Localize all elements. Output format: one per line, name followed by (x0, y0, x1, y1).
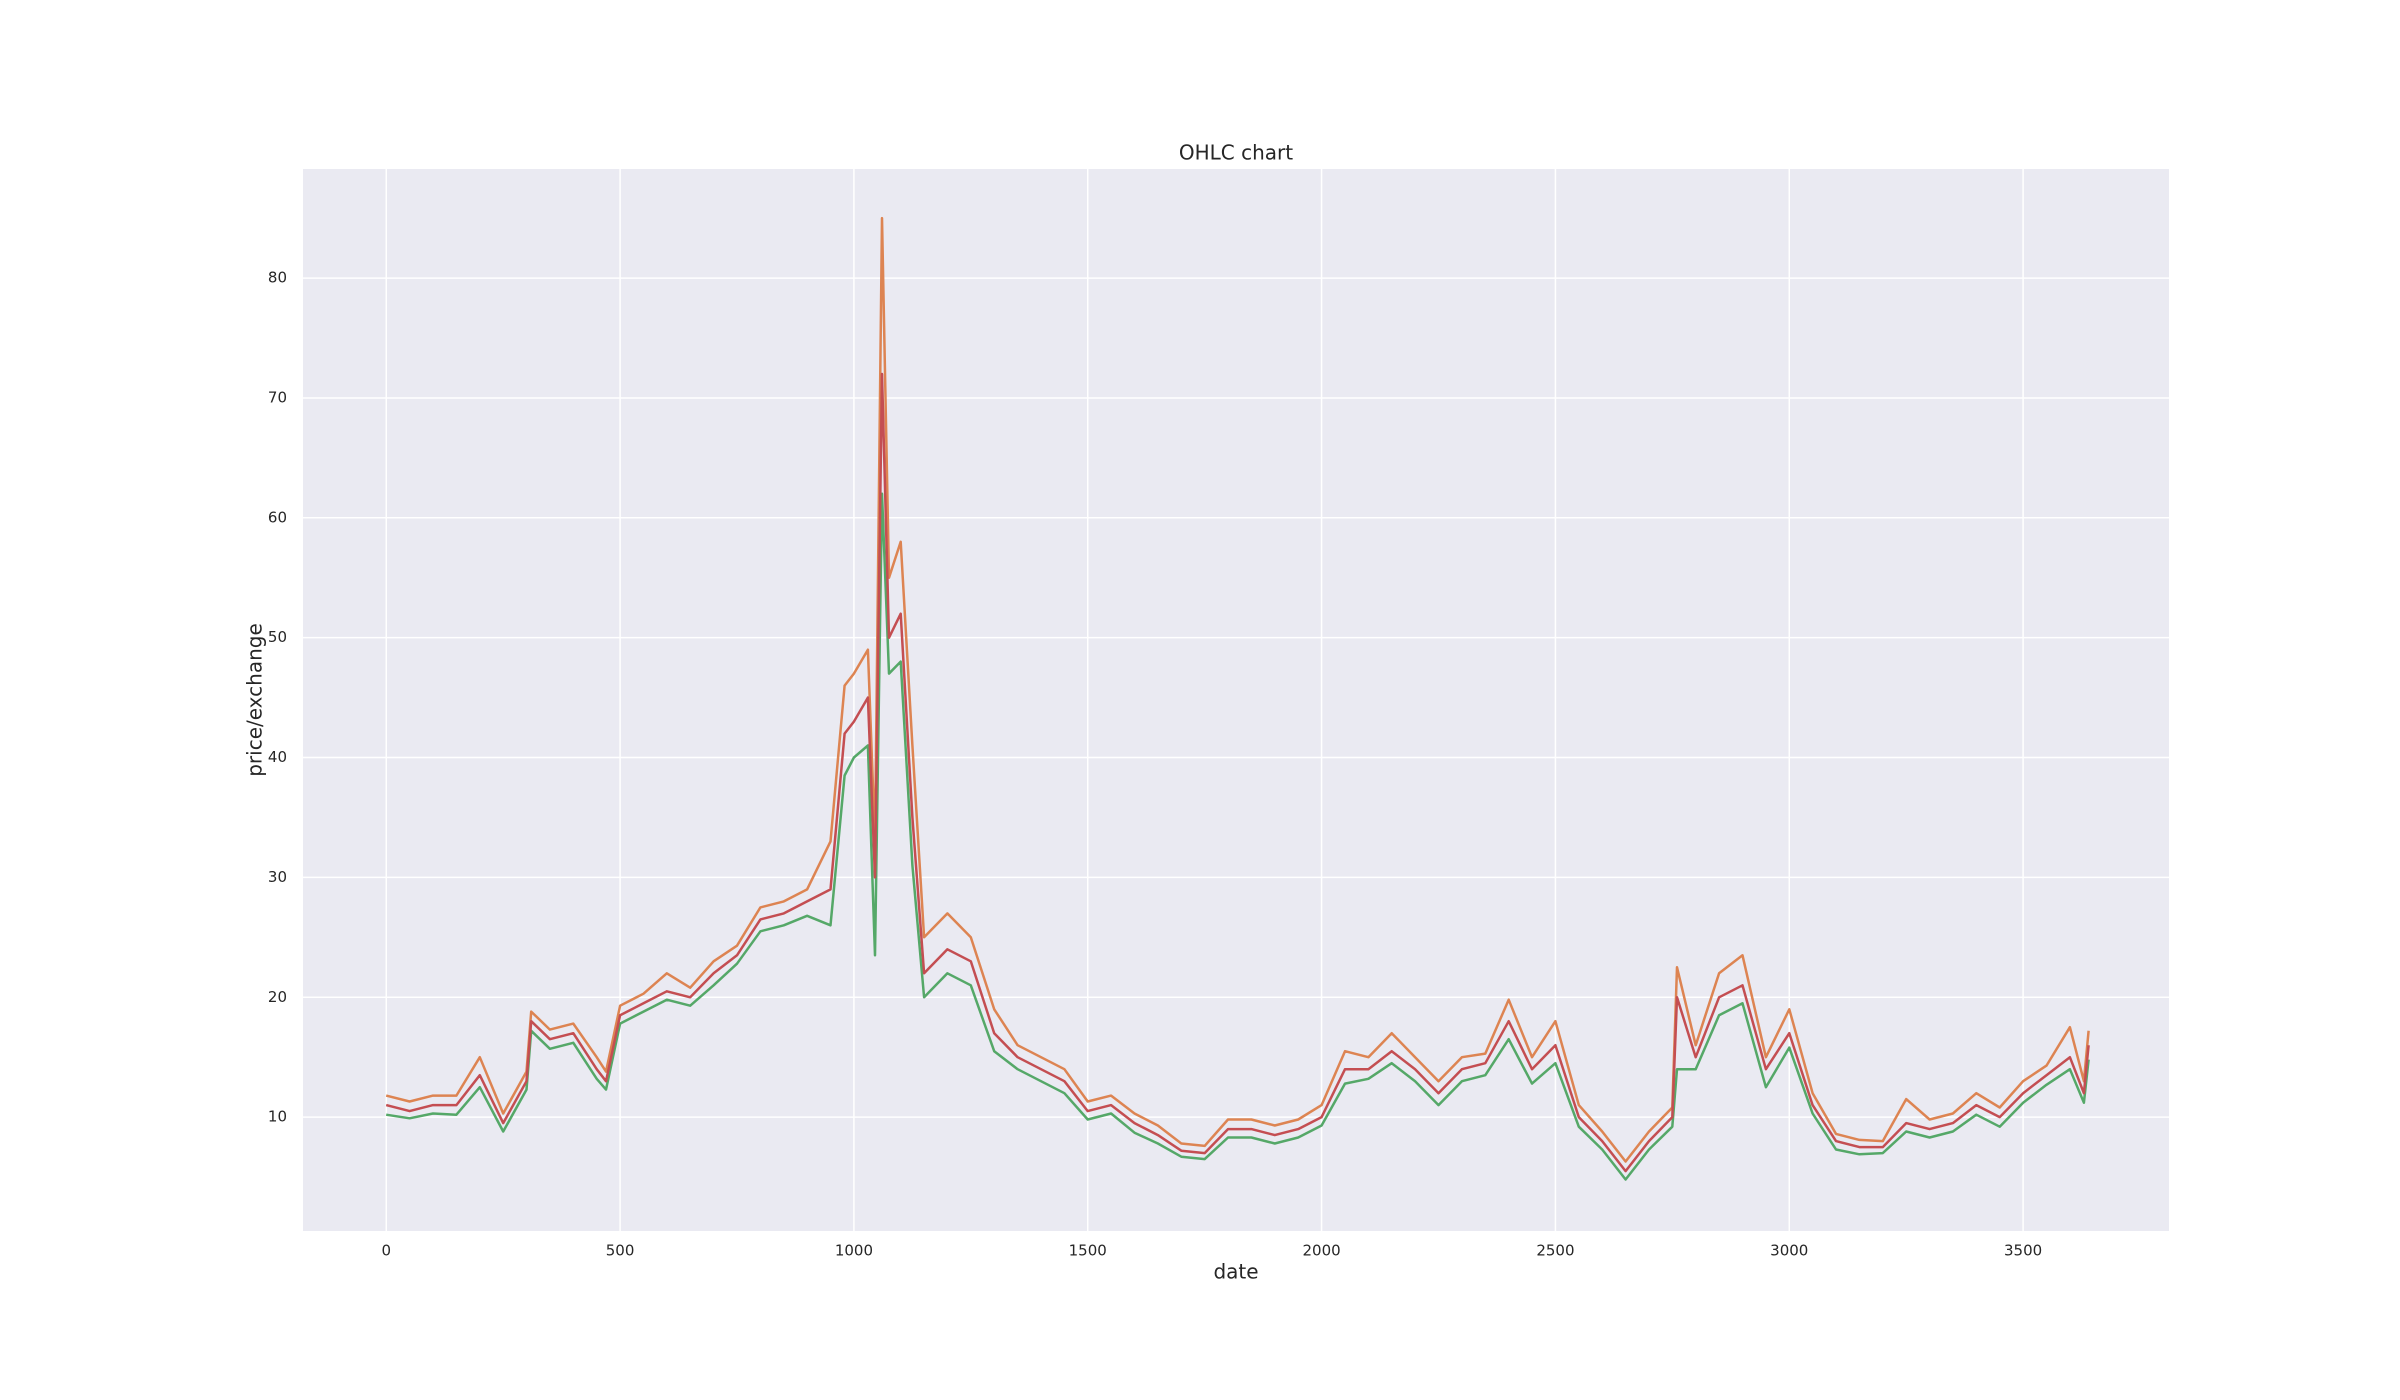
series-line (385, 372, 2090, 1173)
y-tick-label: 70 (268, 388, 287, 406)
x-tick-label: 0 (381, 1242, 391, 1260)
y-tick-label: 40 (268, 748, 287, 766)
y-tick-label: 30 (268, 868, 287, 886)
plot-area (303, 169, 2169, 1231)
x-tick-label: 3500 (2004, 1242, 2042, 1260)
series-line (386, 492, 2090, 1181)
y-tick-label: 10 (268, 1108, 287, 1126)
x-axis-label: date (1213, 1260, 1258, 1284)
x-tick-label: 2000 (1302, 1242, 1340, 1260)
y-tick-label: 60 (268, 508, 287, 526)
series-line (385, 216, 2090, 1163)
grid (303, 169, 2169, 1231)
lines (385, 216, 2090, 1181)
y-tick-label: 50 (268, 628, 287, 646)
chart-title: OHLC chart (1179, 141, 1293, 165)
x-tick-label: 3000 (1770, 1242, 1808, 1260)
y-tick-label: 80 (268, 269, 287, 287)
x-tick-label: 500 (606, 1242, 635, 1260)
x-tick-label: 1500 (1069, 1242, 1107, 1260)
y-axis-label: price/exchange (243, 623, 267, 777)
x-tick-label: 1000 (835, 1242, 873, 1260)
y-tick-label: 20 (268, 988, 287, 1006)
x-tick-label: 2500 (1536, 1242, 1574, 1260)
